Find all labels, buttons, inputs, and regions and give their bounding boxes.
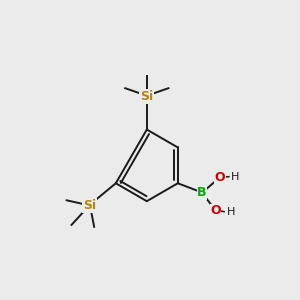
Text: H: H <box>226 207 235 217</box>
Text: O: O <box>215 171 225 184</box>
Text: H: H <box>231 172 239 182</box>
Text: Si: Si <box>83 199 96 212</box>
Text: B: B <box>197 186 207 199</box>
Text: O: O <box>210 204 221 217</box>
Text: Si: Si <box>140 90 153 103</box>
